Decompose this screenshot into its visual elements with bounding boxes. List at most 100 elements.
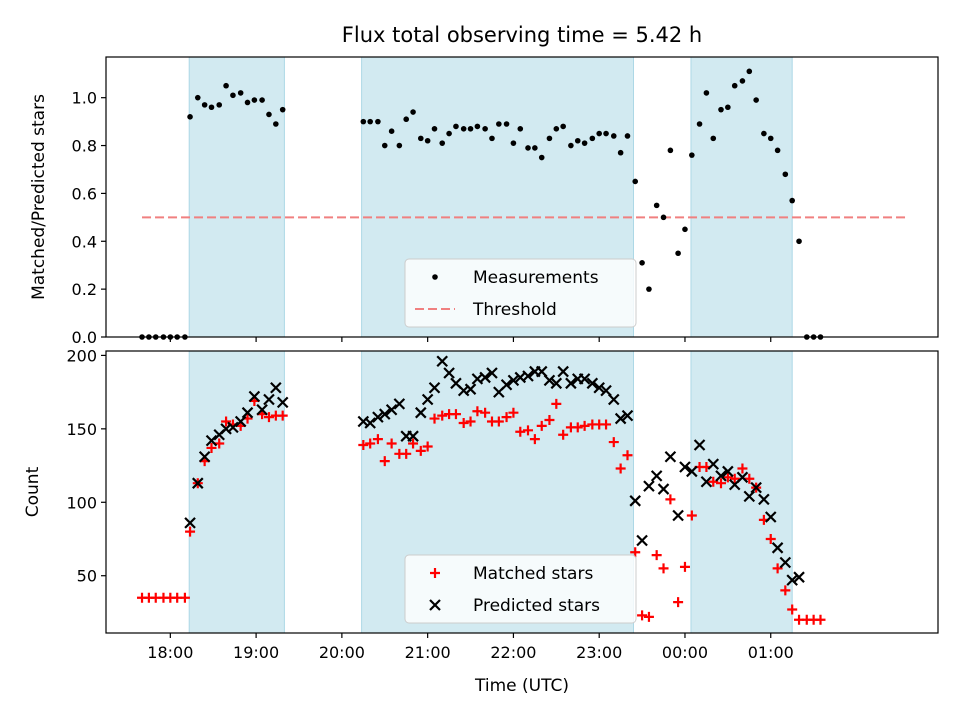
predicted-star-point	[415, 406, 427, 419]
predicted-star-point	[241, 406, 254, 419]
legend: Measurements Threshold	[404, 258, 637, 328]
predicted-star-point	[715, 470, 727, 482]
matched-star-point	[372, 434, 383, 445]
measurement-point	[617, 149, 624, 156]
predicted-star-point	[443, 367, 455, 379]
measurement-point	[279, 106, 286, 113]
matched-star-point	[579, 420, 590, 431]
measurement-point	[194, 94, 201, 101]
predicted-star-point	[614, 412, 627, 425]
matched-star-point	[501, 412, 512, 423]
matched-star-point	[185, 526, 196, 537]
measurement-point	[525, 145, 531, 151]
x-axis-label: Time (UTC)	[474, 676, 569, 696]
measurement-point	[675, 250, 681, 257]
predicted-star-point	[743, 490, 756, 503]
matched-star-point	[665, 494, 676, 505]
measurement-point	[639, 260, 645, 266]
matched-star-point	[608, 437, 619, 448]
measurement-point	[510, 140, 517, 146]
measurement-point	[496, 121, 502, 127]
measurement-point	[703, 90, 710, 96]
predicted-star-point	[693, 439, 706, 451]
matched-star-point	[401, 448, 412, 459]
legend-label: Threshold	[472, 300, 557, 320]
measurement-point	[574, 137, 581, 144]
measurement-point	[731, 82, 738, 89]
x-tick-label: 23:00	[576, 643, 622, 662]
predicted-star-point	[593, 381, 605, 394]
matched-star-point	[365, 438, 376, 449]
measurement-point	[201, 102, 208, 108]
predicted-star-point	[364, 417, 376, 429]
x-tick-label: 22:00	[490, 643, 536, 662]
predicted-star-point	[679, 461, 691, 473]
top-y-axis-label: Matched/Predicted stars	[29, 94, 49, 300]
measurement-point	[446, 130, 452, 137]
matched-star-point	[221, 416, 232, 427]
matched-star-point	[472, 406, 483, 417]
predicted-star-point	[256, 403, 268, 416]
measurement-point	[375, 118, 381, 125]
measurement-point	[560, 123, 566, 130]
predicted-star-point	[507, 374, 520, 387]
predicted-star-point	[557, 365, 569, 378]
predicted-star-point	[586, 377, 599, 390]
measurement-point	[789, 197, 795, 204]
observing-band	[188, 350, 285, 634]
plot-frame	[105, 350, 939, 634]
legend-label: Measurements	[473, 268, 599, 288]
predicted-star-point	[672, 509, 684, 522]
predicted-star-point	[550, 377, 563, 390]
matched-star-point	[630, 547, 641, 558]
predicted-star-point	[270, 381, 282, 394]
measurement-point	[251, 97, 258, 103]
y-tick-label: 0.4	[72, 232, 97, 251]
matched-star-point	[493, 416, 504, 427]
x-tick-label: 19:00	[233, 643, 279, 662]
measurement-point	[689, 152, 695, 158]
measurement-point	[187, 114, 193, 120]
predicted-star-point	[234, 415, 247, 428]
x-tick-label: 01:00	[748, 643, 794, 662]
predicted-star-point	[543, 374, 556, 387]
legend-marker-measurement	[432, 274, 438, 280]
measurement-point	[474, 123, 481, 130]
predicted-star-point	[786, 574, 798, 586]
y-tick-label: 1.0	[72, 89, 97, 108]
matched-star-point	[558, 429, 569, 440]
measurement-point	[439, 140, 446, 146]
measurement-point	[230, 92, 236, 99]
measurement-point	[467, 125, 474, 132]
matched-star-point	[544, 415, 555, 426]
predicted-star-point	[276, 396, 289, 409]
predicted-star-point	[436, 355, 449, 368]
matched-star-point	[772, 563, 783, 574]
x-tick-label: 20:00	[319, 643, 365, 662]
matched-star-point	[637, 610, 648, 621]
matched-star-point	[179, 592, 190, 603]
predicted-star-point	[205, 434, 218, 447]
matched-star-point	[536, 420, 547, 431]
y-tick-label: 50	[77, 567, 97, 586]
measurement-point	[410, 109, 416, 115]
measurement-point	[610, 133, 617, 139]
measurement-point	[646, 286, 652, 292]
measurement-point	[753, 97, 759, 103]
matched-star-point	[480, 407, 491, 418]
legend-box	[404, 258, 637, 328]
predicted-star-point	[621, 409, 634, 422]
measurement-point	[360, 118, 367, 125]
predicted-star-point	[565, 377, 577, 390]
matched-star-point	[673, 597, 684, 608]
predicted-star-point	[657, 483, 670, 495]
predicted-star-point	[771, 542, 784, 554]
measurement-point	[796, 238, 802, 245]
matched-star-point	[358, 440, 369, 450]
matched-star-point	[815, 614, 826, 625]
matched-star-point	[206, 442, 217, 453]
measurement-point	[517, 125, 524, 132]
measurement-point	[581, 140, 588, 146]
matched-star-point	[422, 441, 433, 452]
measurement-point	[553, 125, 560, 132]
